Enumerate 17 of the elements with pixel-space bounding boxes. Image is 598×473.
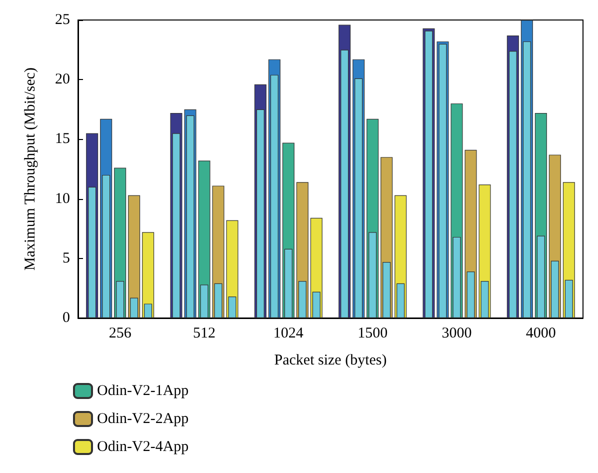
legend-label: Odin-V2-1App [97,383,189,399]
legend-label: Odin-V2-4App [97,439,189,455]
y-axis-title: Maximum Throughput (Mbit/sec) [22,67,38,271]
x-tick-label: 1500 [358,326,388,342]
x-tick-label: 1024 [273,326,304,342]
y-tick-label: 0 [62,310,70,326]
y-tick-label: 25 [55,12,70,28]
x-tick-label: 512 [193,326,216,342]
x-axis-title: Packet size (bytes) [274,352,387,368]
y-tick-label: 5 [62,250,70,266]
legend-label: Odin-V2-2App [97,411,189,427]
x-tick-label: 3000 [442,326,472,342]
y-tick-label: 10 [55,190,70,207]
x-tick-label: 256 [108,326,132,342]
y-tick-label: 15 [55,131,70,148]
y-tick-label: 20 [55,72,70,88]
x-tick-label: 4000 [526,326,556,342]
